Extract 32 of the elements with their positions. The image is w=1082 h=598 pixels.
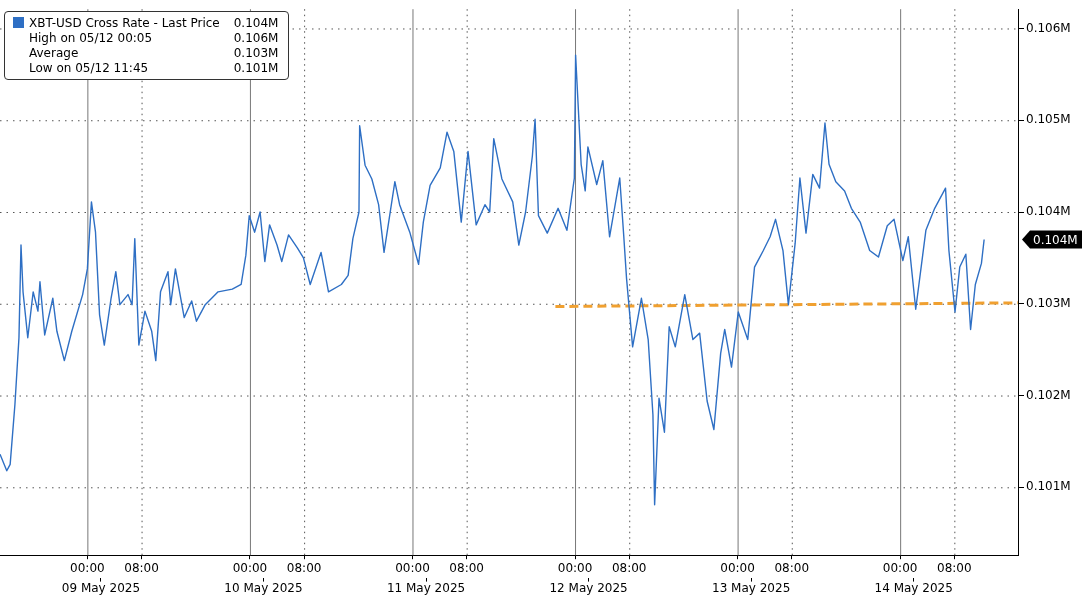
x-tick-label: 08:00	[611, 560, 647, 575]
annotation: High on 05/12 00:05	[28, 31, 154, 46]
y-tick-label: 0.101M	[1026, 479, 1071, 494]
x-tick-label: 08:00	[124, 560, 159, 575]
annotation: 0.104M	[233, 16, 279, 31]
x-tick-label: 08:00	[286, 560, 322, 575]
annotation: Average	[28, 46, 80, 61]
annotation: 0.106M	[233, 31, 279, 46]
x-tick-label: 08:00	[937, 560, 972, 575]
y-tick-label: 0.103M	[1026, 295, 1071, 310]
x-tick-label: 00:00	[557, 560, 593, 575]
x-tick-label: 08:00	[774, 560, 810, 575]
x-tick-label: 08:00	[449, 560, 484, 575]
y-tick-label: 0.106M	[1026, 20, 1071, 35]
x2-tick-label: 09 May 2025	[61, 580, 141, 595]
annotation: 0.101M	[233, 61, 279, 76]
annotation: 0.103M	[233, 46, 279, 61]
x2-tick-label: 12 May 2025	[549, 580, 628, 595]
x-tick-label: 00:00	[232, 560, 268, 575]
x-tick-label: 00:00	[395, 560, 430, 575]
x2-tick-label: 11 May 2025	[386, 580, 466, 595]
x2-tick-label: 14 May 2025	[874, 580, 953, 595]
legend-label: XBT-USD Cross Rate - Last Price	[28, 16, 220, 31]
y-tick-label: 0.102M	[1026, 387, 1071, 402]
annotation: Low on 05/12 11:45	[28, 61, 150, 76]
y-tick-label: 0.104M	[1026, 204, 1071, 219]
x-tick-label: 00:00	[882, 560, 918, 575]
x-tick-label: 00:00	[70, 560, 105, 575]
x2-tick-label: 13 May 2025	[712, 580, 791, 595]
y-tick-label: 0.105M	[1026, 112, 1071, 127]
x-tick-label: 00:00	[720, 560, 755, 575]
x2-tick-label: 10 May 2025	[224, 580, 303, 595]
